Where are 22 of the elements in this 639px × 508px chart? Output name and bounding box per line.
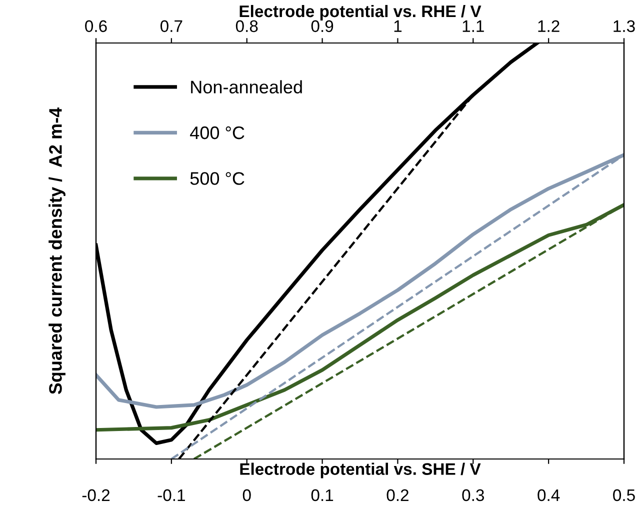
x-tick-label: 0 — [242, 489, 251, 502]
x2-tick-label: 1.1 — [462, 20, 484, 32]
x-tick-label: -0.2 — [82, 489, 110, 502]
x-axis-title: Electrode potential vs. SHE / V — [240, 462, 481, 478]
legend-label: Non-annealed — [191, 80, 302, 94]
x2-tick-label: 0.8 — [236, 20, 258, 32]
x-tick-label: 0.5 — [613, 489, 635, 502]
x2-tick-label: 1 — [394, 20, 402, 32]
x-tick-label: 0.3 — [462, 489, 484, 502]
y-axis-title: Squared current density / A2 m-4 — [48, 107, 66, 394]
x2-axis-title: Electrode potential vs. RHE / V — [240, 4, 482, 21]
x2-tick-label: 1.3 — [614, 20, 635, 32]
legend-label: 400 °C — [190, 126, 244, 140]
x-tick-label: 0.2 — [386, 489, 408, 502]
x-tick-label: 0.1 — [311, 489, 334, 502]
legend-label: 500 °C — [190, 172, 244, 185]
x-tick-label: 0.4 — [538, 489, 560, 502]
x2-tick-label: 0.7 — [160, 20, 182, 32]
x2-tick-label: 1.2 — [538, 20, 560, 32]
x2-tick-label: 0.9 — [311, 20, 334, 32]
x-tick-label: -0.1 — [158, 489, 185, 502]
x2-tick-label: 0.6 — [85, 20, 107, 32]
